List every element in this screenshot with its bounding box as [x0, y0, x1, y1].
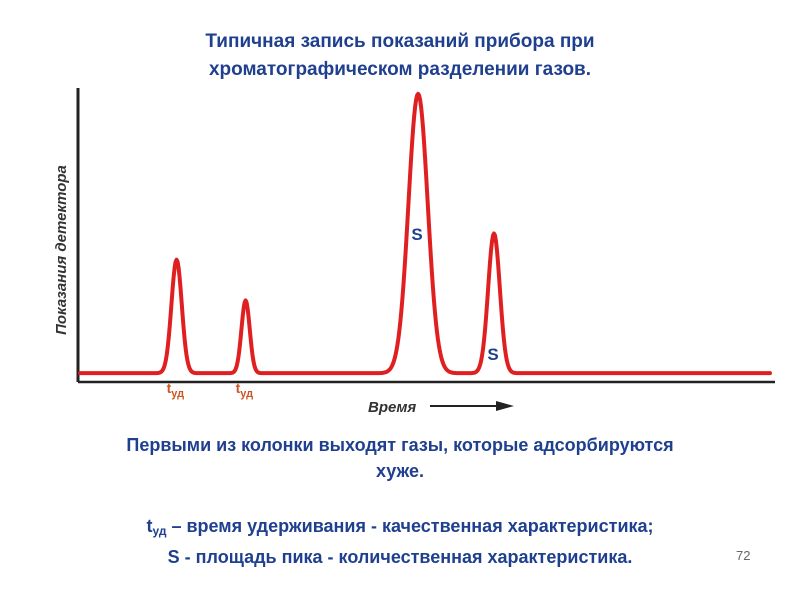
slide-title-line-2: хроматографическом разделении газов. — [208, 59, 592, 80]
definition-retention-time: tуд – время удерживания - качественная х… — [0, 513, 800, 544]
definition-retention-symbol: t — [146, 516, 153, 536]
caption-line-1: Первыми из колонки выходят газы, которые… — [126, 435, 674, 455]
detector-trace — [78, 91, 772, 376]
caption-line-2: хуже. — [376, 461, 424, 481]
peak-area-label-4: S — [487, 345, 498, 364]
definition-retention-subscript: уд — [152, 524, 167, 538]
definitions: tуд – время удерживания - качественная х… — [0, 513, 800, 570]
retention-time-label-1: tуд — [167, 380, 185, 400]
peak-area-label-3: S — [411, 225, 422, 244]
definition-peak-area: S - площадь пика - количественная характ… — [167, 547, 633, 567]
page-number: 72 — [736, 548, 751, 563]
x-axis-label: Время — [368, 399, 416, 416]
retention-time-label-2: tуд — [236, 380, 254, 400]
definition-retention-text: – время удерживания - качественная харак… — [166, 516, 654, 536]
slide-title-line-1: Типичная запись показаний прибора при — [205, 31, 595, 52]
y-axis-label: Показания детектора — [53, 165, 70, 335]
slide-title: Типичная запись показаний прибора при хр… — [0, 28, 800, 84]
peak-labels: tуд tуд S S — [167, 225, 499, 400]
chromatogram-chart: Показания детектора Время tуд tуд S S — [53, 88, 775, 416]
time-arrow-head — [496, 401, 514, 411]
caption: Первыми из колонки выходят газы, которые… — [0, 432, 800, 484]
time-arrow — [430, 401, 514, 411]
